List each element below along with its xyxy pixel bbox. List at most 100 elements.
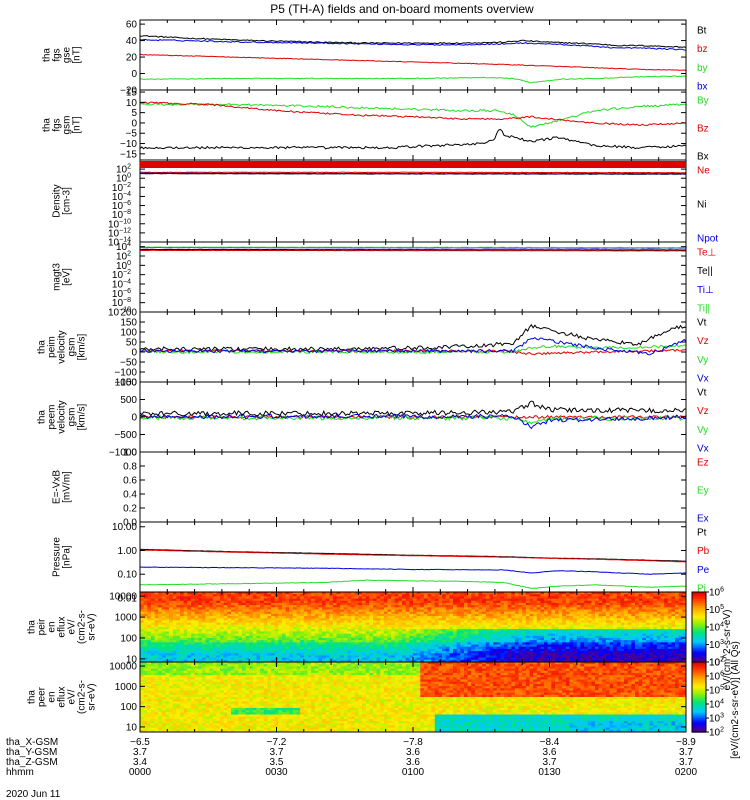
spectrogram-cell: [504, 648, 509, 652]
legend-Ne: Ne: [697, 166, 710, 177]
spectrogram-cell: [380, 607, 385, 611]
spectrogram-cell: [172, 657, 177, 661]
spectrogram-cell: [256, 592, 261, 595]
spectrogram-cell: [591, 616, 596, 619]
spectrogram-cell: [285, 607, 290, 611]
spectrogram-cell: [347, 653, 352, 657]
spectrogram-cell: [474, 600, 480, 604]
spectrogram-cell: [573, 613, 578, 617]
spectrogram-cell: [212, 609, 217, 613]
spectrogram-cell: [464, 653, 469, 657]
spectrogram-cell: [500, 622, 505, 626]
spectrogram-cell: [336, 655, 341, 659]
spectrogram-cell: [300, 651, 305, 654]
spectrogram-cell: [198, 596, 203, 600]
spectrogram-cell: [551, 629, 556, 632]
spectrogram-cell: [394, 642, 399, 646]
spectrogram-cell: [616, 607, 621, 611]
spectrogram-cell: [391, 655, 396, 659]
spectrogram-cell: [176, 596, 181, 600]
spectrogram-cell: [241, 594, 247, 597]
spectrogram-cell: [274, 598, 279, 602]
spectrogram-cell: [303, 646, 308, 650]
spectrogram-cell: [227, 624, 232, 628]
spectrogram-cell: [438, 648, 443, 652]
spectrogram-cell: [373, 602, 378, 606]
spectrogram-cell: [271, 640, 276, 643]
spectrogram-cell: [569, 633, 574, 637]
spectrogram-cell: [573, 651, 578, 654]
spectrogram-cell: [514, 620, 520, 624]
spectrogram-cell: [522, 659, 527, 662]
spectrogram-cell: [416, 613, 421, 617]
spectrogram-cell: [383, 594, 389, 597]
spectrogram-cell: [169, 635, 174, 639]
ylabel-line: gse: [62, 47, 73, 64]
spectrogram-cell: [285, 600, 290, 604]
spectrogram-cell: [449, 637, 454, 641]
spectrogram-cell: [547, 627, 552, 630]
spectrogram-cell: [478, 653, 483, 657]
spectrogram-cell: [551, 637, 556, 641]
spectrogram-cell: [591, 598, 596, 602]
spectrogram-cell: [493, 624, 498, 628]
spectrogram-cell: [613, 659, 618, 662]
spectrogram-cell: [340, 618, 345, 622]
spectrogram-cell: [423, 605, 429, 608]
spectrogram-cell: [307, 646, 312, 650]
spectrogram-cell: [616, 620, 621, 624]
spectrogram-cell: [365, 648, 370, 652]
spectrogram-cell: [358, 629, 363, 632]
spectrogram-cell: [445, 633, 450, 637]
spectrogram-cell: [613, 592, 618, 595]
spectrogram-cell: [231, 602, 236, 606]
spectrogram-cell: [584, 637, 589, 641]
spectrogram-cell: [602, 602, 607, 606]
spectrogram-cell: [300, 637, 305, 641]
spectrogram-cell: [453, 651, 458, 654]
spectrogram-cell: [536, 620, 541, 624]
spectrogram-cell: [143, 637, 148, 641]
spectrogram-cell: [169, 631, 174, 635]
ytick-exp: 2: [127, 164, 131, 171]
spectrogram-cell: [402, 598, 407, 602]
spectrogram-cell: [576, 651, 581, 654]
spectrogram-cell: [598, 624, 603, 628]
spectrogram-cell: [576, 635, 581, 639]
spectrogram-cell: [198, 609, 203, 613]
spectrogram-cell: [285, 620, 290, 624]
spectrogram-cell: [234, 627, 239, 630]
spectrogram-cell: [485, 629, 490, 632]
spectrogram-cell: [191, 653, 196, 657]
spectrogram-cell: [300, 620, 305, 624]
spectrogram-cell: [245, 653, 250, 657]
spectrogram-cell: [325, 620, 330, 624]
spectrogram-cell: [584, 635, 589, 639]
spectrogram-cell: [383, 640, 389, 643]
spectrogram-cell: [584, 596, 589, 600]
spectrogram-cell: [449, 644, 454, 648]
spectrogram-cell: [405, 592, 410, 595]
spectrogram-cell: [474, 635, 480, 639]
spectrogram-cell: [398, 613, 403, 617]
spectrogram-cell: [595, 592, 600, 595]
spectrogram-cell: [514, 602, 520, 606]
spectrogram-cell: [496, 620, 501, 624]
spectrogram-cell: [460, 648, 465, 652]
spectrogram-cell: [340, 609, 345, 613]
spectrogram-cell: [373, 648, 378, 652]
spectrogram-cell: [340, 605, 345, 608]
spectrogram-cell: [569, 640, 574, 643]
spectrogram-cell: [482, 594, 487, 597]
spectrogram-cell: [198, 627, 203, 630]
spectrogram-cell: [274, 655, 279, 659]
spectrogram-cell: [413, 605, 418, 608]
spectrogram-cell: [580, 657, 585, 661]
spectrogram-cell: [485, 635, 490, 639]
spectrogram-cell: [289, 616, 294, 619]
spectrogram-cell: [150, 602, 156, 606]
spectrogram-cell: [245, 592, 250, 595]
spectrogram-cell: [187, 602, 192, 606]
spectrogram-cell: [322, 659, 327, 662]
spectrogram-cell: [351, 627, 356, 630]
